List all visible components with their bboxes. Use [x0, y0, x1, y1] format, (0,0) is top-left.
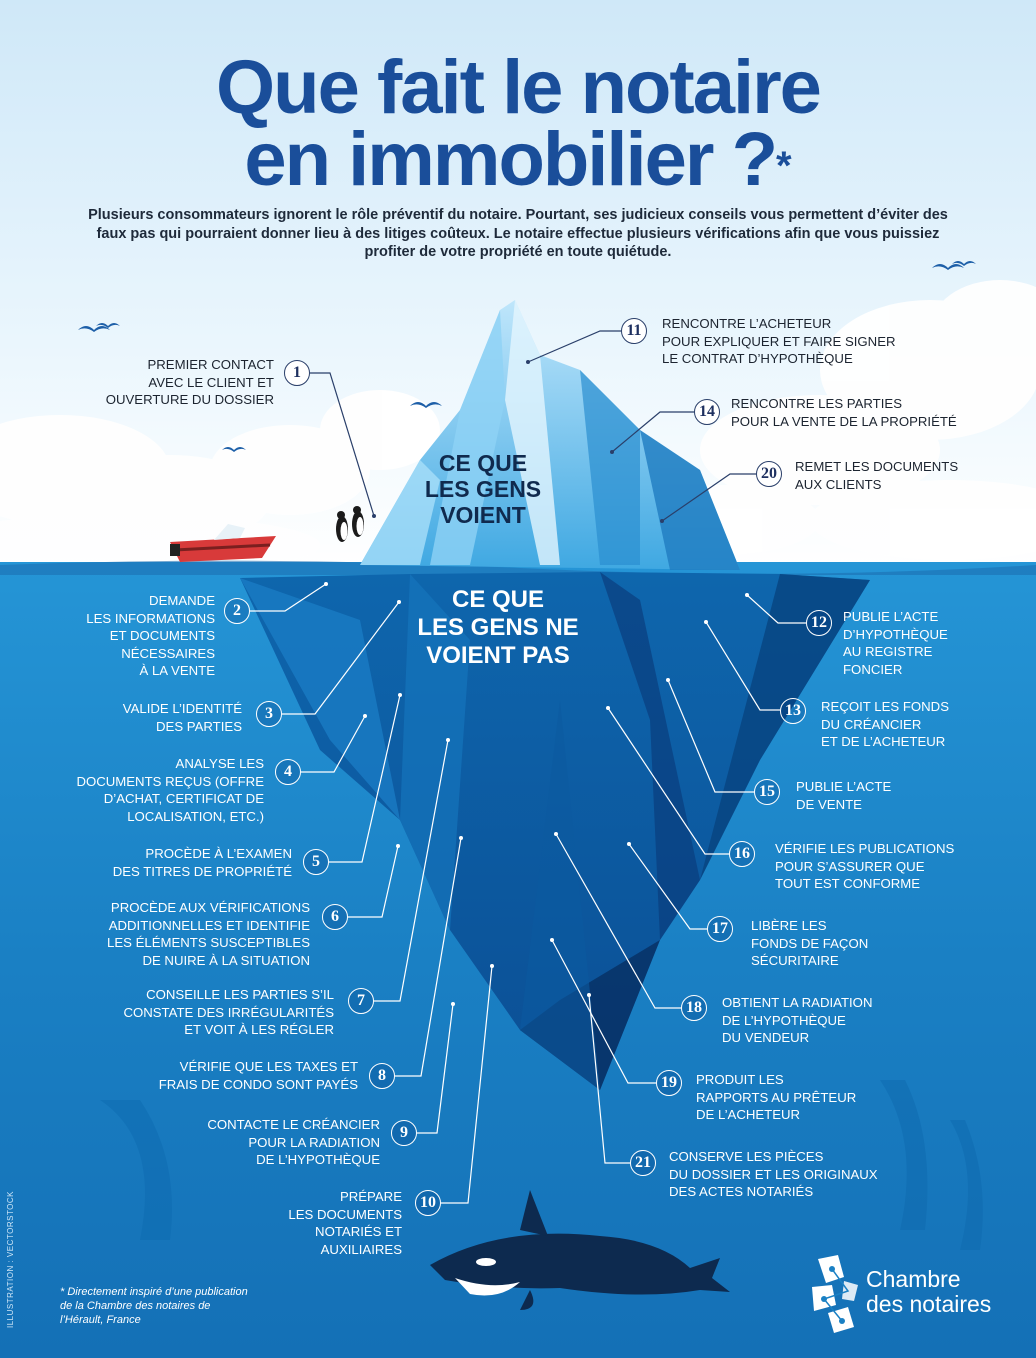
step-4-number: 4	[275, 759, 301, 785]
step-6-label: PROCÈDE AUX VÉRIFICATIONS ADDITIONNELLES…	[106, 900, 310, 968]
illustration-credit: ILLUSTRATION : VECTORSTOCK	[6, 1190, 18, 1330]
step-21-label: CONSERVE LES PIÈCES DU DOSSIER ET LES OR…	[669, 1149, 878, 1200]
step-18-number: 18	[681, 995, 707, 1021]
step-3-label: VALIDE L’IDENTITÉ DES PARTIES	[122, 701, 242, 734]
logo-line-1: Chambre	[866, 1266, 961, 1292]
step-1-label: PREMIER CONTACT AVEC LE CLIENT ET OUVERT…	[105, 357, 274, 408]
title-line-1: Que fait le notaire	[216, 45, 822, 130]
title-line-2: en immobilier ?*	[0, 122, 1036, 198]
connector-lines-light	[250, 583, 806, 1204]
step-11-label: RENCONTRE L’ACHETEUR POUR EXPLIQUER ET F…	[662, 316, 896, 367]
step-16-label: VÉRIFIE LES PUBLICATIONS POUR S’ASSURER …	[775, 841, 955, 892]
chambre-logo-icon	[812, 1255, 858, 1333]
penguin-icon	[336, 506, 364, 542]
step-9-label: CONTACTE LE CRÉANCIER POUR LA RADIATION …	[207, 1117, 380, 1168]
step-10-label: PRÉPARE LES DOCUMENTS NOTARIÉS ET AUXILI…	[288, 1189, 402, 1257]
chambre-logo-text: Chambre des notaires	[866, 1267, 991, 1317]
step-21-number: 21	[630, 1150, 656, 1176]
unseen-label: CE QUE LES GENS NE VOIENT PAS	[417, 586, 579, 669]
step-20-label: REMET LES DOCUMENTS AUX CLIENTS	[795, 459, 959, 492]
illustration-credit-text: ILLUSTRATION : VECTORSTOCK	[6, 1190, 15, 1328]
intro-paragraph: Plusieurs consommateurs ignorent le rôle…	[88, 207, 948, 260]
step-20-number: 20	[756, 461, 782, 487]
step-2-label: DEMANDE LES INFORMATIONS ET DOCUMENTS NÉ…	[86, 593, 215, 679]
step-7-label: CONSEILLE LES PARTIES S’IL CONSTATE DES …	[123, 987, 334, 1038]
iceberg-above-water	[360, 300, 740, 570]
footnote: * Directement inspiré d’une publication …	[60, 1286, 248, 1326]
step-14-label: RENCONTRE LES PARTIES POUR LA VENTE DE L…	[731, 396, 957, 429]
bird-icon	[78, 261, 976, 452]
step-18-label: OBTIENT LA RADIATION DE L’HYPOTHÈQUE DU …	[722, 995, 873, 1046]
logo-line-2: des notaires	[866, 1291, 992, 1317]
step-17-label: LIBÈRE LES FONDS DE FAÇON SÉCURITAIRE	[751, 918, 869, 969]
step-13-number: 13	[780, 698, 806, 724]
step-2-number: 2	[224, 598, 250, 624]
connector-lines-dark	[310, 330, 756, 522]
step-6-number: 6	[322, 904, 348, 930]
step-16-number: 16	[729, 841, 755, 867]
step-19-label: PRODUIT LES RAPPORTS AU PRÊTEUR DE L’ACH…	[696, 1072, 857, 1123]
orca-icon	[430, 1190, 730, 1310]
step-5-label: PROCÈDE À L’EXAMEN DES TITRES DE PROPRIÉ…	[112, 846, 292, 879]
step-3-number: 3	[256, 701, 282, 727]
clouds	[0, 280, 1036, 575]
step-12-number: 12	[806, 610, 832, 636]
boat-icon	[170, 524, 276, 562]
step-17-number: 17	[707, 916, 733, 942]
step-15-label: PUBLIE L’ACTE DE VENTE	[796, 779, 892, 812]
page-title: Que fait le notaire en immobilier ?*	[0, 45, 1036, 198]
seen-label: CE QUE LES GENS VOIENT	[424, 450, 542, 528]
step-19-number: 19	[656, 1070, 682, 1096]
step-13-label: REÇOIT LES FONDS DU CRÉANCIER ET DE L’AC…	[821, 699, 949, 750]
step-14-number: 14	[694, 399, 720, 425]
step-8-label: VÉRIFIE QUE LES TAXES ET FRAIS DE CONDO …	[158, 1059, 358, 1092]
step-11-number: 11	[621, 318, 647, 344]
step-1-number: 1	[284, 360, 310, 386]
step-15-number: 15	[754, 779, 780, 805]
title-line-2-text: en immobilier ?	[244, 117, 778, 202]
step-12-label: PUBLIE L’ACTE D’HYPOTHÈQUE AU REGISTRE F…	[843, 609, 948, 677]
step-7-number: 7	[348, 988, 374, 1014]
step-9-number: 9	[391, 1120, 417, 1146]
step-5-number: 5	[303, 849, 329, 875]
title-asterisk: *	[776, 144, 792, 188]
step-8-number: 8	[369, 1063, 395, 1089]
step-10-number: 10	[415, 1190, 441, 1216]
step-4-label: ANALYSE LES DOCUMENTS REÇUS (OFFRE D’ACH…	[76, 756, 264, 824]
